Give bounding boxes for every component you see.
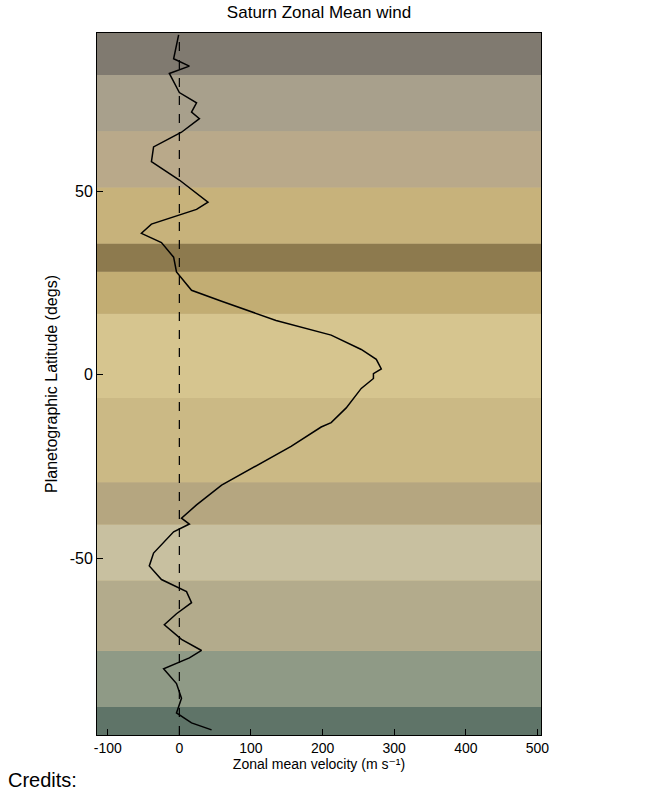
svg-text:-50: -50 [70, 550, 93, 567]
svg-text:200: 200 [311, 740, 335, 756]
svg-text:500: 500 [526, 740, 550, 756]
svg-text:Credits:: Credits: [8, 769, 77, 791]
svg-text:-100: -100 [94, 740, 122, 756]
svg-text:0: 0 [84, 366, 93, 383]
svg-text:Saturn Zonal Mean wind: Saturn Zonal Mean wind [227, 3, 411, 22]
svg-text:400: 400 [454, 740, 478, 756]
svg-text:Planetographic Latitude (degs): Planetographic Latitude (degs) [43, 275, 60, 493]
svg-text:50: 50 [75, 183, 93, 200]
svg-text:100: 100 [239, 740, 263, 756]
svg-text:0: 0 [175, 740, 183, 756]
svg-text:300: 300 [383, 740, 407, 756]
svg-text:Zonal mean velocity (m s⁻¹): Zonal mean velocity (m s⁻¹) [233, 756, 405, 772]
